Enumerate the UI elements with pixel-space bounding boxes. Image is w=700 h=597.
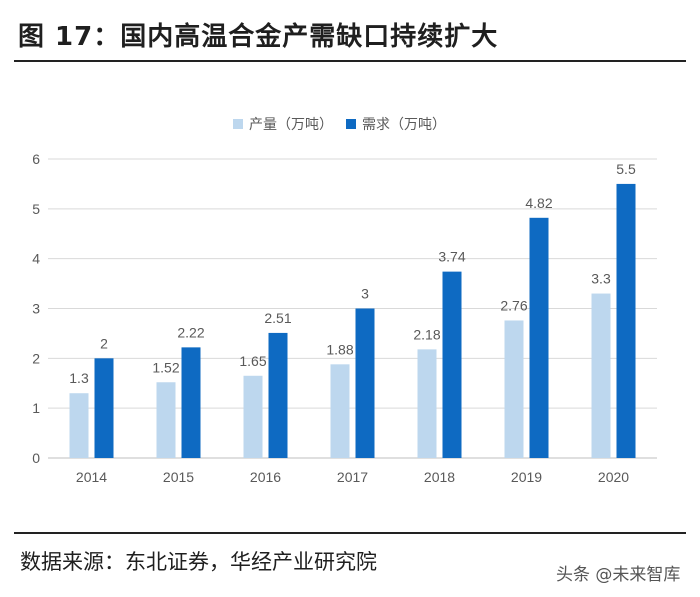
- y-tick-label: 4: [32, 251, 40, 267]
- data-label: 3.74: [438, 249, 465, 265]
- data-label: 2.22: [177, 324, 204, 340]
- top-rule: [14, 60, 686, 62]
- legend-label: 产量（万吨）: [249, 116, 333, 132]
- data-label: 2: [100, 335, 108, 351]
- bar-production-2015: [156, 382, 176, 458]
- legend-swatch-production: [233, 119, 243, 129]
- bottom-rule: [14, 532, 686, 534]
- y-tick-label: 2: [32, 350, 40, 366]
- data-label: 4.82: [525, 195, 552, 211]
- bar-production-2016: [243, 375, 263, 458]
- bar-demand-2019: [529, 217, 549, 458]
- watermark: 头条 @未来智库: [556, 565, 681, 585]
- x-tick-label: 2020: [598, 469, 629, 485]
- x-tick-label: 2017: [337, 469, 368, 485]
- bar-chart: 0 1 2 3 4 5 6 1.3 2 2014 1.52 2.22 2015 1.65 2.51 2016 1…: [32, 116, 657, 485]
- bar-production-2018: [417, 349, 437, 458]
- data-label: 3: [361, 286, 369, 302]
- data-label: 3.3: [591, 271, 611, 287]
- bar-production-2020: [591, 293, 611, 458]
- y-tick-label: 6: [32, 151, 40, 167]
- x-tick-label: 2019: [511, 469, 542, 485]
- y-tick-label: 3: [32, 301, 40, 317]
- bar-production-2014: [69, 393, 89, 458]
- bar-production-2019: [504, 320, 524, 458]
- bar-production-2017: [330, 364, 350, 458]
- x-tick-label: 2016: [250, 469, 281, 485]
- bar-demand-2018: [442, 271, 462, 458]
- data-label: 2.51: [264, 310, 291, 326]
- data-label: 1.65: [239, 353, 266, 369]
- data-label: 2.18: [413, 326, 440, 342]
- data-label: 2.76: [500, 297, 527, 313]
- y-tick-label: 1: [32, 400, 40, 416]
- x-tick-label: 2015: [163, 469, 194, 485]
- y-tick-label: 0: [32, 450, 40, 466]
- bar-demand-2017: [355, 308, 375, 458]
- data-label: 1.52: [152, 359, 179, 375]
- y-tick-label: 5: [32, 201, 40, 217]
- figure-title: 图 17：国内高温合金产需缺口持续扩大: [18, 22, 499, 52]
- x-tick-label: 2018: [424, 469, 455, 485]
- bar-demand-2016: [268, 332, 288, 458]
- data-label: 5.5: [616, 161, 636, 177]
- data-label: 1.88: [326, 341, 353, 357]
- legend-label: 需求（万吨）: [362, 116, 446, 132]
- data-label: 1.3: [69, 370, 89, 386]
- x-tick-label: 2014: [76, 469, 107, 485]
- source-note: 数据来源：东北证券，华经产业研究院: [20, 550, 377, 574]
- bar-demand-2020: [616, 183, 636, 458]
- bar-demand-2015: [181, 347, 201, 458]
- legend-swatch-demand: [346, 119, 356, 129]
- bar-demand-2014: [94, 358, 114, 458]
